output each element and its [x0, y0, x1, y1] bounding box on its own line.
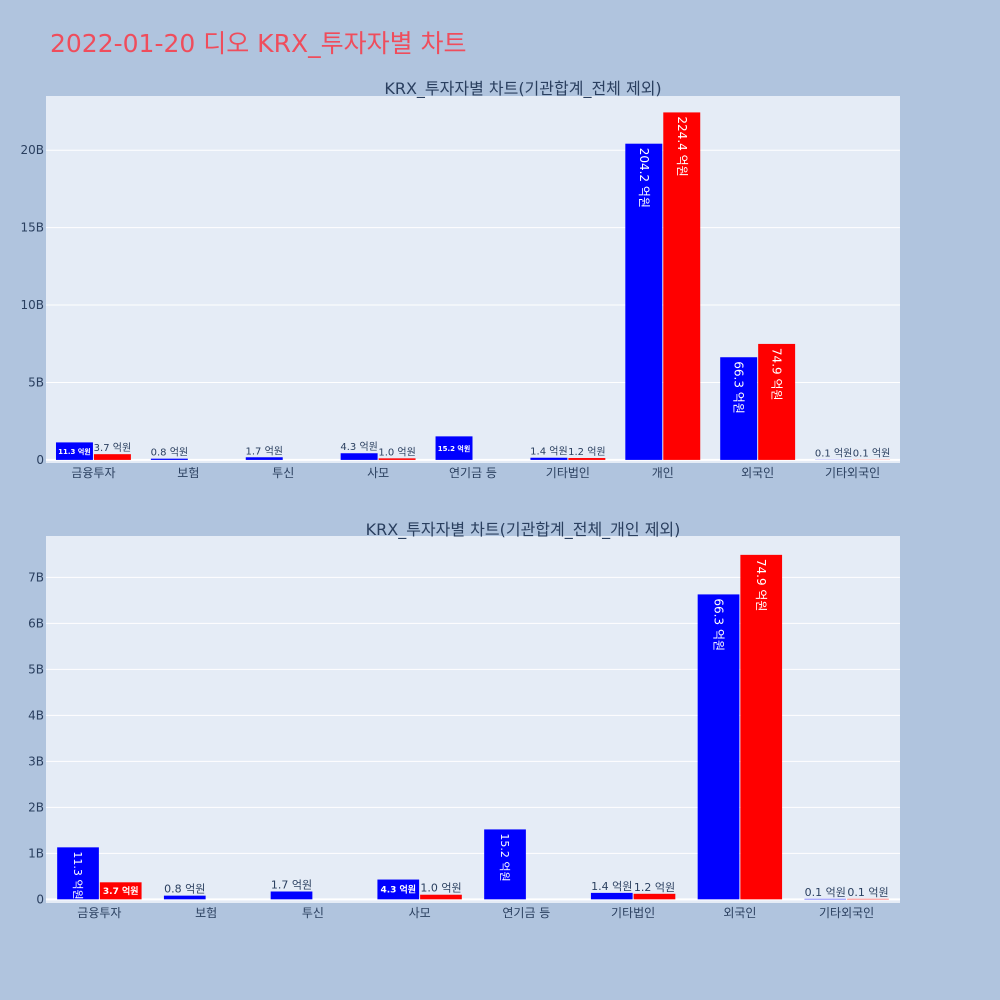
- bar-value-label: 4.3 억원: [380, 883, 416, 895]
- bar: [377, 879, 420, 900]
- x-tick-label: 외국인: [723, 906, 756, 920]
- bar-value-label: 0.1 억원: [815, 448, 852, 460]
- x-tick-label: 사모: [409, 906, 431, 920]
- bar-value-label: 66.3 억원: [732, 361, 746, 414]
- x-tick-label: 투신: [302, 906, 324, 920]
- x-tick-label: 금융투자: [71, 466, 115, 480]
- x-tick-label: 사모: [367, 466, 389, 480]
- bar-value-label: 74.9 억원: [770, 348, 784, 401]
- x-tick-label: 연기금 등: [449, 466, 497, 480]
- bar-value-label: 3.7 억원: [94, 442, 131, 454]
- bar-value-label: 11.3 억원: [71, 851, 84, 899]
- bar-value-label: 1.0 억원: [420, 882, 461, 895]
- y-tick-label: 5B: [28, 375, 44, 389]
- page-title: 2022-01-20 디오 KRX_투자자별 차트: [50, 29, 467, 58]
- bar: [697, 594, 740, 900]
- bar-value-label: 0.8 억원: [164, 883, 205, 896]
- bar: [163, 895, 206, 900]
- y-tick-label: 5B: [28, 662, 44, 676]
- bar-value-label: 1.2 억원: [634, 881, 675, 894]
- bar: [590, 892, 633, 900]
- x-tick-label: 연기금 등: [502, 906, 550, 920]
- y-tick-label: 0: [36, 453, 44, 467]
- bar-value-label: 1.0 억원: [378, 446, 415, 458]
- x-tick-label: 기타법인: [546, 466, 590, 480]
- y-tick-label: 6B: [28, 616, 44, 630]
- y-tick-label: 0: [36, 892, 44, 906]
- plot-area-1: [46, 96, 900, 463]
- bar-value-label: 0.8 억원: [151, 447, 188, 459]
- x-tick-label: 투신: [272, 466, 294, 480]
- bar-value-label: 11.3 억원: [58, 447, 91, 456]
- x-tick-label: 기타법인: [611, 906, 655, 920]
- bar-value-label: 4.3 억원: [340, 441, 377, 453]
- bar: [530, 457, 568, 460]
- bar-value-label: 0.1 억원: [805, 886, 846, 899]
- y-tick-label: 7B: [28, 570, 44, 584]
- y-tick-label: 1B: [28, 846, 44, 860]
- bar-value-label: 66.3 억원: [712, 598, 726, 651]
- chart-title-2: KRX_투자자별 차트(기관합계_전체_개인 제외): [366, 520, 681, 540]
- y-tick-label: 10B: [20, 298, 44, 312]
- bar-value-label: 15.2 억원: [498, 833, 511, 881]
- bar-value-label: 0.1 억원: [853, 448, 890, 460]
- y-tick-label: 20B: [20, 143, 44, 157]
- x-tick-label: 보험: [195, 906, 217, 920]
- y-tick-label: 2B: [28, 800, 44, 814]
- bar-value-label: 0.1 억원: [847, 886, 888, 899]
- chart-title-1: KRX_투자자별 차트(기관합계_전체 제외): [384, 79, 661, 99]
- bar-value-label: 224.4 억원: [675, 116, 689, 176]
- bar: [93, 454, 131, 460]
- bar: [663, 112, 701, 460]
- bar: [378, 458, 416, 460]
- x-tick-label: 금융투자: [77, 906, 121, 920]
- bar: [568, 458, 606, 460]
- bar: [245, 457, 283, 460]
- bar: [55, 442, 93, 460]
- bar-value-label: 3.7 억원: [103, 885, 139, 897]
- bar: [720, 357, 758, 460]
- bar: [625, 143, 663, 460]
- y-tick-label: 3B: [28, 754, 44, 768]
- bar: [57, 847, 99, 900]
- y-tick-label: 4B: [28, 708, 44, 722]
- x-tick-label: 기타외국인: [825, 466, 880, 480]
- bar-value-label: 15.2 억원: [438, 444, 471, 453]
- x-tick-label: 개인: [652, 466, 674, 480]
- bar-value-label: 204.2 억원: [637, 148, 651, 208]
- bar-value-label: 1.4 억원: [530, 446, 567, 458]
- x-tick-label: 보험: [177, 466, 199, 480]
- bar: [420, 894, 462, 900]
- bar: [270, 891, 313, 900]
- bar-value-label: 1.7 억원: [246, 445, 283, 457]
- bar-value-label: 1.2 억원: [568, 446, 605, 458]
- x-tick-label: 외국인: [741, 466, 774, 480]
- bar: [340, 453, 378, 460]
- bar: [99, 882, 142, 900]
- bar: [484, 829, 526, 900]
- y-tick-label: 15B: [20, 221, 44, 235]
- bar: [150, 458, 188, 460]
- bar: [633, 893, 676, 900]
- bar-value-label: 1.7 억원: [271, 879, 312, 892]
- bar-value-label: 74.9 억원: [754, 559, 768, 612]
- bar: [435, 436, 473, 460]
- x-tick-label: 기타외국인: [819, 906, 874, 920]
- bar-value-label: 1.4 억원: [591, 880, 632, 893]
- bar: [758, 343, 796, 460]
- bar: [740, 554, 783, 900]
